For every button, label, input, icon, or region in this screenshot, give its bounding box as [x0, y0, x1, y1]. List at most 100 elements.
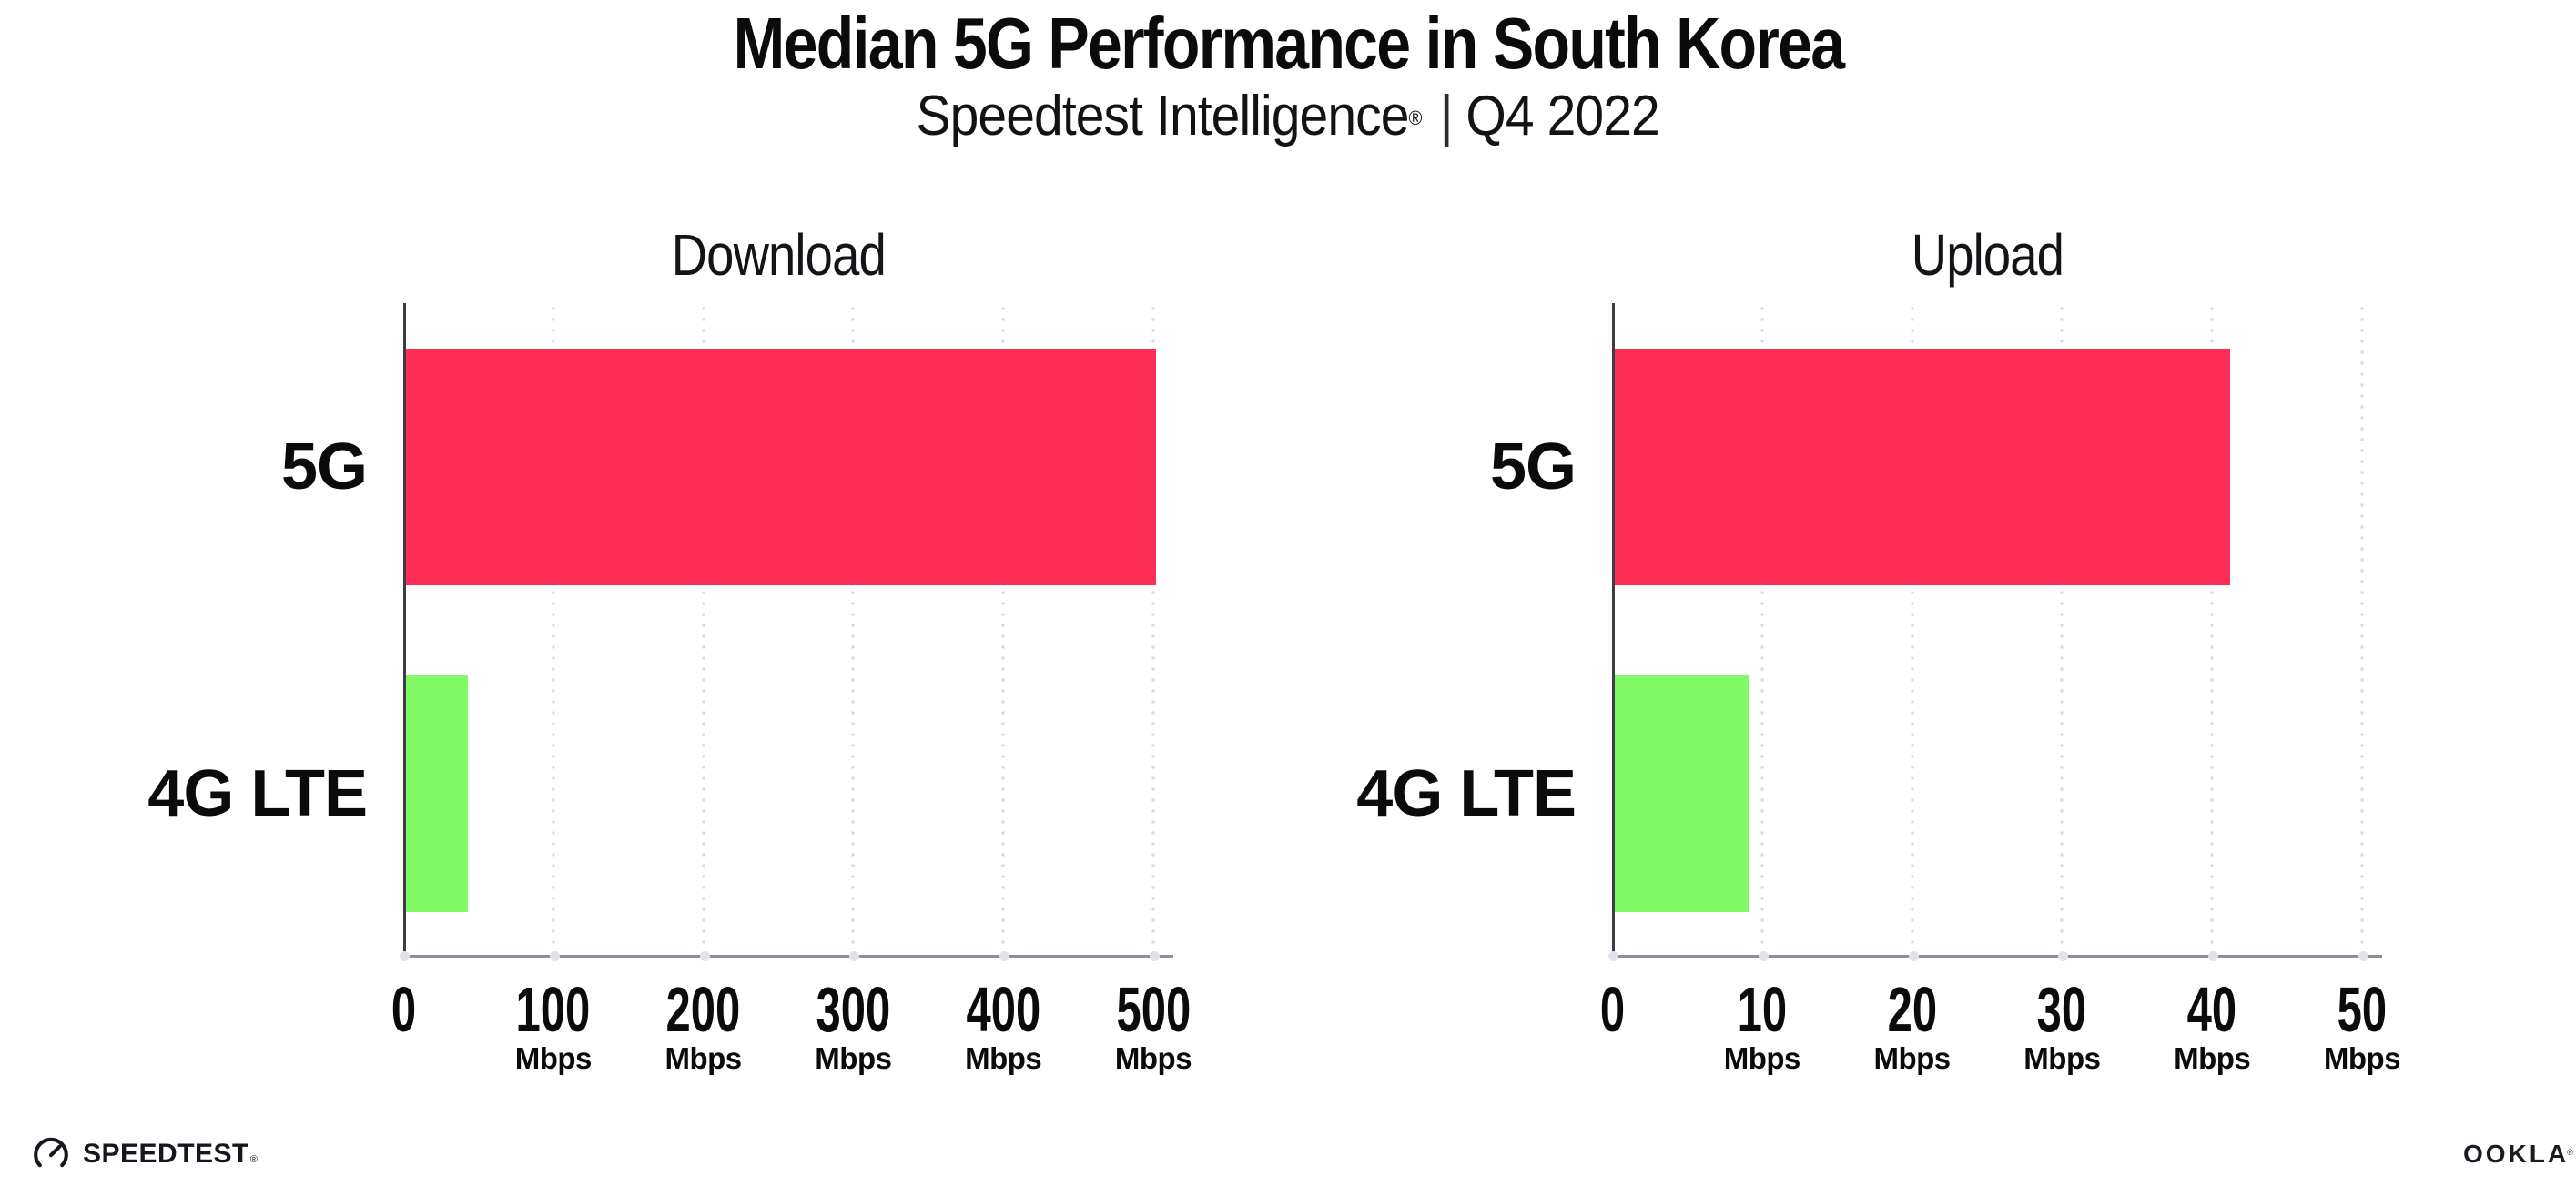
speedtest-gauge-icon	[34, 1137, 68, 1168]
gridline-300	[851, 303, 856, 958]
axis-tick-dot-200	[699, 951, 710, 961]
gridline-400	[1001, 303, 1006, 958]
x-tick-value: 20	[1840, 974, 1985, 1045]
x-tick-value: 0	[1539, 974, 1685, 1045]
x-tick-value: 400	[930, 974, 1076, 1045]
x-tick-10: 10 Mbps	[1689, 974, 1835, 1075]
gridline-10	[1760, 303, 1764, 958]
axis-tick-dot-300	[849, 951, 860, 961]
x-tick-value-text: 20	[1887, 974, 1937, 1045]
x-tick-100: 100 Mbps	[481, 974, 626, 1075]
x-tick-unit: Mbps	[514, 1041, 593, 1075]
axis-tick-dot-500	[1150, 951, 1160, 961]
x-tick-unit: Mbps	[664, 1041, 743, 1075]
subtitle-period: Q4 2022	[1465, 85, 1660, 147]
x-tick-200: 200 Mbps	[631, 974, 776, 1075]
x-tick-value: 200	[631, 974, 776, 1045]
x-tick-unit: Mbps	[2174, 1041, 2251, 1075]
x-tick-500: 500 Mbps	[1080, 974, 1226, 1075]
ookla-registered-mark-icon: ®	[2567, 1148, 2576, 1157]
axis-tick-dot-30	[2058, 951, 2069, 961]
x-tick-value: 500	[1080, 974, 1226, 1045]
x-tick-value-text: 100	[515, 974, 591, 1045]
page-subtitle-text: Speedtest Intelligence® | Q4 2022	[916, 85, 1660, 147]
x-tick-unit: Mbps	[1723, 1041, 1801, 1075]
axis-tick-dot-40	[2208, 951, 2219, 961]
x-tick-unit: Mbps	[815, 1041, 892, 1075]
axis-tick-dot-100	[549, 951, 560, 961]
speedtest-logo: SPEEDTEST®	[30, 1133, 259, 1175]
download-chart-title: Download	[403, 225, 1153, 285]
download-plot-area	[400, 303, 1173, 961]
x-tick-value-text: 400	[966, 974, 1041, 1045]
speedtest-registered-mark-icon: ®	[249, 1154, 259, 1165]
x-tick-value-text: 30	[2037, 974, 2087, 1045]
x-tick-300: 300 Mbps	[780, 974, 926, 1075]
gridline-500	[1151, 303, 1155, 958]
x-tick-value: 10	[1689, 974, 1835, 1045]
y-axis-line	[1612, 303, 1615, 958]
axis-tick-dot-400	[999, 951, 1010, 961]
download-chart: Download 5G 4G LTE 0 100 Mbps 200 Mbps 300 Mbp…	[147, 225, 1192, 1074]
x-tick-value: 30	[1989, 974, 2135, 1045]
upload-plot-area	[1608, 303, 2382, 961]
x-tick-unit: Mbps	[1873, 1041, 1952, 1075]
upload-chart-title: Upload	[1612, 225, 2362, 285]
bar-4g-lte	[406, 675, 468, 913]
gridline-200	[701, 303, 705, 958]
y-axis-line	[403, 303, 406, 958]
x-tick-unit: Mbps	[965, 1041, 1042, 1075]
x-tick-0: 0	[330, 974, 476, 1045]
x-tick-value: 100	[481, 974, 626, 1045]
page-title-text: Median 5G Performance in South Korea	[733, 3, 1844, 84]
bar-5g	[1615, 348, 2230, 585]
x-tick-value-text: 0	[1599, 974, 1625, 1045]
ookla-wordmark-text: OOKLA	[2463, 1140, 2570, 1168]
x-tick-20: 20 Mbps	[1840, 974, 1985, 1075]
axis-tick-dot-20	[1908, 951, 1919, 961]
gridline-40	[2210, 303, 2215, 958]
x-tick-value: 40	[2139, 974, 2285, 1045]
x-tick-value-text: 500	[1116, 974, 1191, 1045]
axis-tick-dot-50	[2358, 951, 2368, 961]
y-label-5g: 5G	[280, 431, 368, 503]
registered-mark-icon: ®	[1408, 107, 1423, 129]
x-tick-50: 50 Mbps	[2289, 978, 2435, 1075]
x-tick-value-text: 0	[390, 974, 416, 1045]
axis-tick-dot-0	[1608, 951, 1618, 961]
x-axis-line	[403, 955, 1173, 958]
gridline-50	[2360, 303, 2364, 958]
x-tick-0: 0	[1539, 974, 1685, 1045]
x-tick-value: 50	[2289, 978, 2435, 1041]
axis-tick-dot-10	[1758, 951, 1769, 961]
speedtest-wordmark: SPEEDTEST®	[83, 1133, 259, 1175]
y-label-5g: 5G	[1489, 431, 1577, 503]
subtitle-brand: Speedtest Intelligence	[916, 85, 1410, 147]
x-tick-unit: Mbps	[2323, 1041, 2401, 1075]
x-tick-value-text: 40	[2186, 974, 2237, 1045]
bar-4g-lte	[1615, 675, 1750, 913]
x-tick-value-text: 10	[1737, 974, 1788, 1045]
upload-chart-title-text: Upload	[1911, 222, 2064, 288]
y-label-4g-lte: 4G LTE	[147, 757, 368, 830]
x-tick-unit: Mbps	[1114, 1041, 1192, 1075]
subtitle-separator: |	[1440, 85, 1454, 147]
x-tick-unit: Mbps	[2023, 1041, 2101, 1075]
upload-x-axis-ticks: 0 10 Mbps 20 Mbps 30 Mbps 40 Mbps 50 Mbps	[1599, 974, 2400, 1089]
download-x-axis-ticks: 0 100 Mbps 200 Mbps 300 Mbps 400 Mbps 500 Mbps	[390, 974, 1192, 1089]
x-tick-40: 40 Mbps	[2139, 974, 2285, 1075]
gridline-30	[2060, 303, 2064, 958]
x-tick-30: 30 Mbps	[1989, 974, 2135, 1075]
y-label-4g-lte: 4G LTE	[1356, 757, 1577, 830]
bar-5g	[406, 348, 1156, 585]
gridline-20	[1910, 303, 1914, 958]
x-tick-value-text: 300	[816, 974, 891, 1045]
ookla-logo: OOKLA®	[2463, 1140, 2576, 1169]
gridline-100	[551, 303, 555, 958]
speedtest-wordmark-text: SPEEDTEST	[83, 1139, 249, 1169]
download-chart-title-text: Download	[671, 222, 886, 288]
page-subtitle: Speedtest Intelligence® | Q4 2022	[0, 87, 2576, 146]
x-tick-value-text: 200	[665, 974, 741, 1045]
x-axis-line	[1612, 955, 2382, 958]
